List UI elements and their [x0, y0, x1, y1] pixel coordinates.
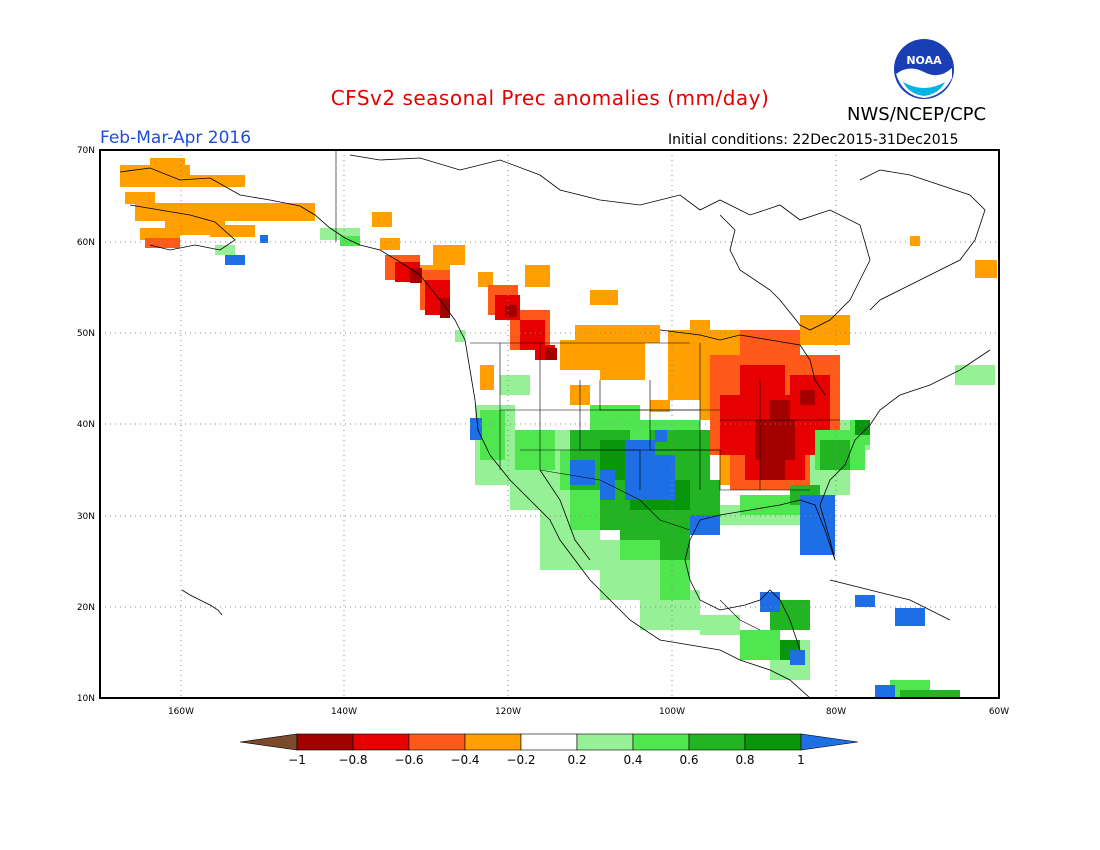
map-frame	[99, 149, 1000, 699]
lat-label: 40N	[77, 420, 95, 430]
colorbar-tick-label: 1	[797, 753, 805, 767]
colorbar-bin	[744, 733, 802, 751]
colorbar-bin	[352, 733, 410, 751]
colorbar-above-max-arrow	[800, 733, 859, 751]
lon-label: 140W	[331, 707, 357, 717]
map-title: CFSv2 seasonal Prec anomalies (mm/day)	[330, 86, 770, 110]
colorbar-bin	[576, 733, 634, 751]
season-label: Feb-Mar-Apr 2016	[100, 128, 252, 148]
colorbar-tick-label: −0.8	[338, 753, 367, 767]
lat-label: 20N	[77, 603, 95, 613]
coastlines	[119, 154, 991, 698]
colorbar-tick-label: −0.4	[450, 753, 479, 767]
noaa-logo-icon: NOAA	[894, 39, 954, 99]
colorbar-below-min-arrow	[239, 733, 298, 751]
longitude-labels: 160W 140W 120W 100W 80W 60W	[168, 707, 1009, 717]
lat-label: 30N	[77, 512, 95, 522]
colorbar-tick-label: 0.4	[623, 753, 642, 767]
lon-label: 60W	[989, 707, 1009, 717]
lat-label: 10N	[77, 694, 95, 704]
colorbar-bin	[520, 733, 578, 751]
logo-text: NOAA	[906, 54, 942, 67]
lon-label: 160W	[168, 707, 194, 717]
colorbar-tick-label: 0.2	[567, 753, 586, 767]
latitude-labels: 70N 60N 50N 40N 30N 20N 10N	[77, 146, 95, 704]
initial-conditions-label: Initial conditions: 22Dec2015-31Dec2015	[668, 132, 959, 148]
lat-label: 70N	[77, 146, 95, 156]
agency-label: NWS/NCEP/CPC	[847, 104, 987, 125]
lat-label: 60N	[77, 238, 95, 248]
colorbar-tick-label: −0.2	[506, 753, 535, 767]
colorbar-bin	[464, 733, 522, 751]
lon-label: 100W	[659, 707, 685, 717]
colorbar-tick-label: −1	[288, 753, 306, 767]
lon-label: 120W	[495, 707, 521, 717]
colorbar-bin	[632, 733, 690, 751]
colorbar-bin	[296, 733, 354, 751]
lon-label: 80W	[826, 707, 846, 717]
colorbar-tick-label: 0.6	[679, 753, 698, 767]
anomaly-shading	[120, 158, 997, 698]
colorbar-bin	[688, 733, 746, 751]
colorbar-tick-label: 0.8	[735, 753, 754, 767]
colorbar-tick-label: −0.6	[394, 753, 423, 767]
colorbar-bin	[408, 733, 466, 751]
lat-label: 50N	[77, 329, 95, 339]
state-borders	[335, 150, 840, 631]
